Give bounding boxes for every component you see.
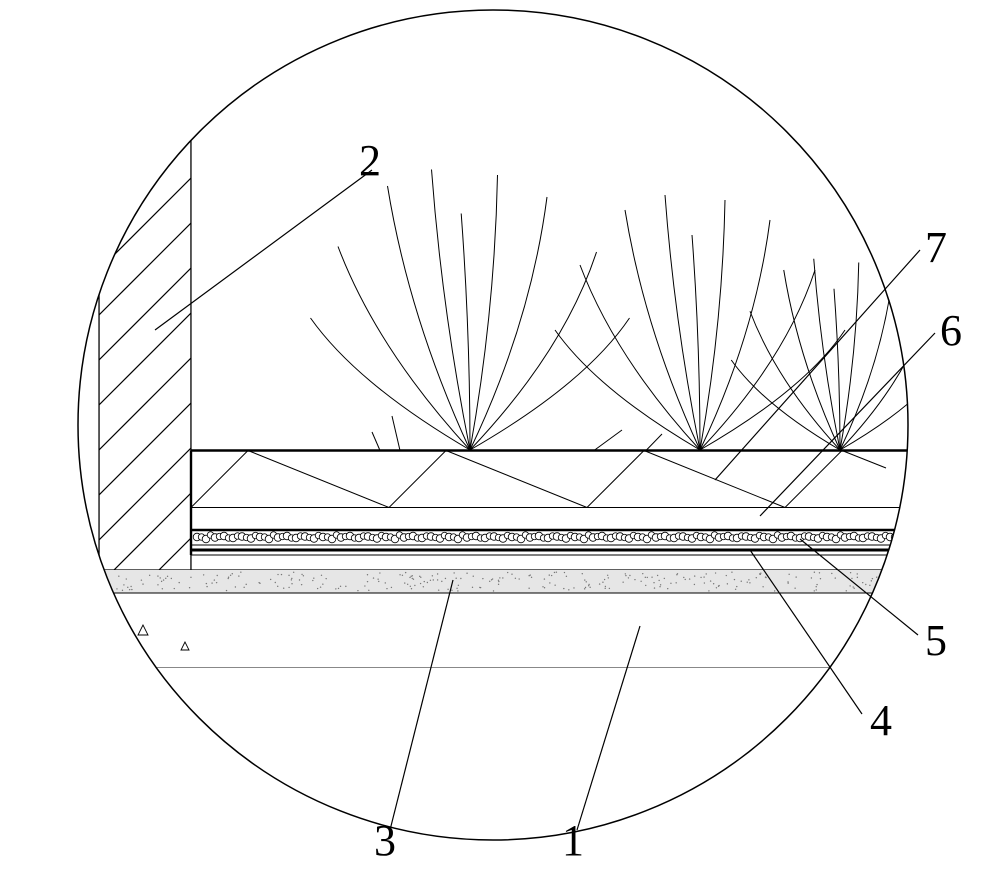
label-7: 7 [925, 223, 947, 272]
label-numbers: 1 2 3 45 6 7 [359, 136, 962, 865]
cross-section-diagram: 1 2 3 45 6 7 [0, 0, 1000, 880]
layers [0, 451, 1000, 668]
label-6: 6 [940, 306, 962, 355]
label-3: 3 [374, 816, 396, 865]
plants [311, 170, 949, 451]
leader-7 [715, 250, 920, 480]
label-2: 2 [359, 136, 381, 185]
label-5: 5 [925, 616, 947, 665]
leader-3 [390, 580, 453, 830]
leader-6 [760, 333, 935, 516]
leader-1 [577, 626, 640, 830]
wall-column [99, 0, 191, 880]
wall-outline [99, 0, 191, 880]
leader-lines [155, 170, 935, 830]
label-1: 1 [562, 816, 584, 865]
label-4: 4 [870, 696, 892, 745]
